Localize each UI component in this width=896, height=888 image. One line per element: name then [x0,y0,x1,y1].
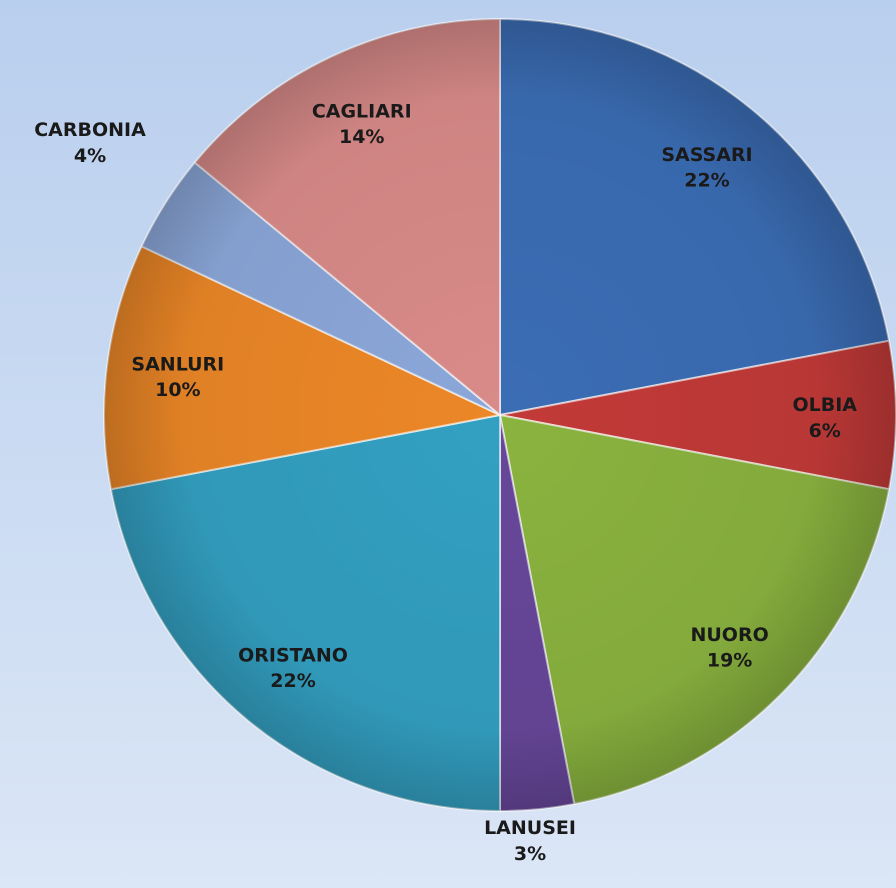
value-label: 14% [339,126,384,148]
category-label: NUORO [690,624,768,646]
category-label: ORISTANO [238,644,348,666]
slice-label: ORISTANO 22% [238,644,348,692]
slice-label: CAGLIARI 14% [312,100,412,148]
slice-label: SASSARI 22% [661,144,752,192]
slice-label: SANLURI 10% [131,354,224,402]
category-label: SASSARI [661,144,752,166]
slice-label: LANUSEI 3% [484,817,576,865]
slice-label: NUORO 19% [690,624,768,672]
value-label: 4% [74,145,106,167]
value-label: 22% [270,670,315,692]
value-label: 3% [514,843,546,865]
labels: SASSARI 22% OLBIA 6% NUORO 19% LANUSEI 3% ORISTA… [34,100,857,864]
category-label: CAGLIARI [312,100,412,122]
pie [103,17,896,813]
value-label: 6% [809,420,841,442]
value-label: 10% [155,379,200,401]
category-label: SANLURI [131,354,224,376]
value-label: 22% [684,170,729,192]
category-label: CARBONIA [34,119,146,141]
value-label: 19% [707,649,752,671]
slice-label: CARBONIA 4% [34,119,146,167]
category-label: LANUSEI [484,817,576,839]
slice-label: OLBIA 6% [792,394,857,442]
category-label: OLBIA [792,394,857,416]
